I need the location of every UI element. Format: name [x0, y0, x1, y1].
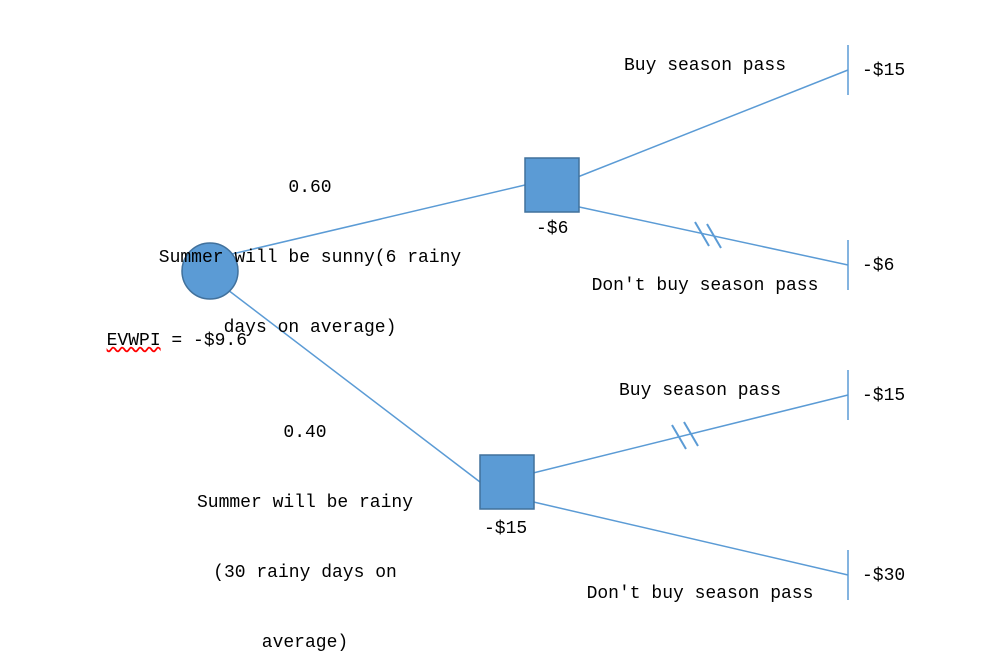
- sunny-desc-line1: Summer will be sunny(6 rainy: [130, 247, 490, 270]
- payoff-sunny-buy: -$15: [862, 60, 905, 83]
- payoff-sunny-dont: -$6: [862, 255, 894, 278]
- edge-rainy-dont: [525, 500, 848, 575]
- payoff-rainy-buy: -$15: [862, 385, 905, 408]
- edge-sunny-dont: [570, 205, 848, 265]
- decision-sunny-value: -$6: [536, 218, 568, 241]
- decision-node-sunny: [525, 158, 579, 212]
- rainy-desc-line1: Summer will be rainy: [160, 492, 450, 515]
- payoff-rainy-dont: -$30: [862, 565, 905, 588]
- rainy-desc-line2: (30 rainy days on: [160, 562, 450, 585]
- sunny-desc-line2: days on average): [130, 317, 490, 340]
- rainy-desc-line3: average): [160, 632, 450, 655]
- option-rainy-buy-label: Buy season pass: [575, 380, 825, 403]
- sunny-probability: 0.60: [130, 177, 490, 200]
- branch-rainy-label: 0.40 Summer will be rainy (30 rainy days…: [160, 375, 450, 671]
- option-rainy-dont-label: Don't buy season pass: [550, 583, 850, 606]
- option-sunny-buy-label: Buy season pass: [580, 55, 830, 78]
- branch-sunny-label: 0.60 Summer will be sunny(6 rainy days o…: [130, 130, 490, 364]
- option-sunny-dont-label: Don't buy season pass: [555, 275, 855, 298]
- decision-rainy-value: -$15: [484, 518, 527, 541]
- rainy-probability: 0.40: [160, 422, 450, 445]
- edge-sunny-buy: [570, 70, 848, 180]
- decision-node-rainy: [480, 455, 534, 509]
- edge-rainy-buy: [525, 395, 848, 475]
